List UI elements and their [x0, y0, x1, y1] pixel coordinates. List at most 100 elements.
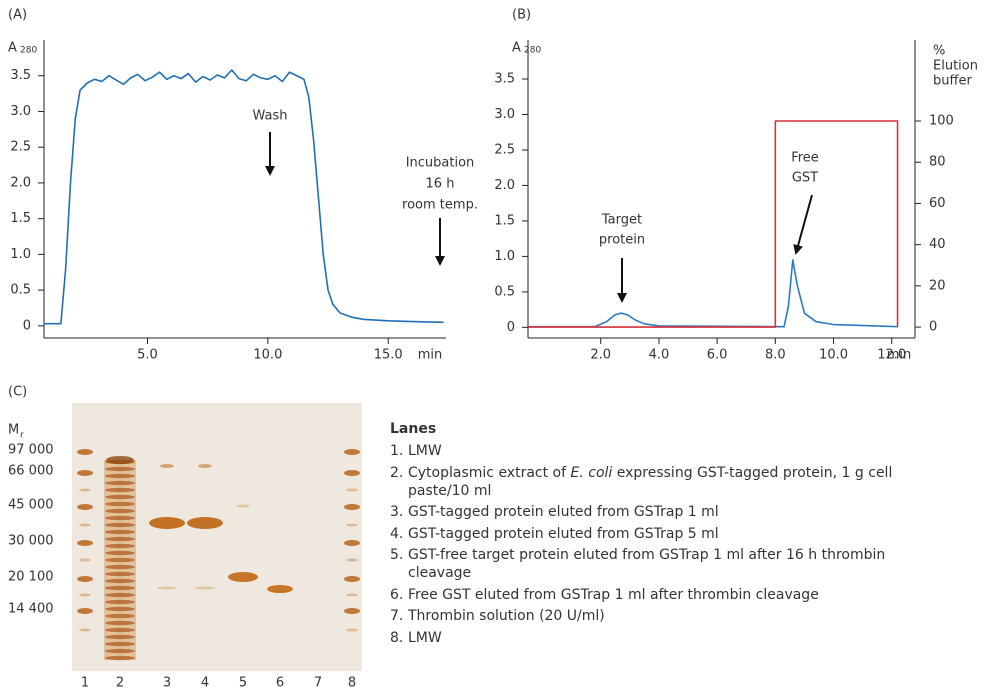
mr-marker: 14 400 — [8, 602, 54, 617]
gel-band — [79, 523, 91, 527]
lane-text-part: GST-tagged protein eluted from GSTrap 5 … — [408, 525, 719, 542]
gel-band — [105, 641, 135, 647]
gel-band — [346, 523, 358, 527]
y-tick-label: 0 — [23, 318, 31, 333]
gel-band — [105, 578, 135, 584]
gel-band — [105, 515, 135, 521]
gel-band — [346, 628, 358, 632]
x-tick-label: 8.0 — [765, 348, 786, 363]
gel-band — [346, 593, 358, 597]
lane-text: LMW — [408, 629, 908, 647]
lane-text-part: LMW — [408, 629, 442, 646]
x-axis-label: min — [887, 348, 912, 363]
gel-band — [105, 508, 135, 514]
annotation: Incubation — [406, 156, 475, 171]
lane-text-part: expressing GST-tagged protein, 1 g cell … — [408, 464, 893, 499]
y-tick-label: 0.5 — [494, 284, 515, 299]
gel-band — [160, 464, 174, 468]
gel-band — [105, 543, 135, 549]
gel-band — [149, 517, 185, 529]
lane-text: Free GST eluted from GSTrap 1 ml after t… — [408, 586, 908, 604]
y-tick-label: 3.5 — [494, 72, 515, 87]
annotation: Free — [791, 151, 819, 166]
x-tick-label: 15.0 — [374, 348, 403, 363]
gel-band — [105, 648, 135, 654]
gel-band — [105, 494, 135, 500]
gel-band — [105, 613, 135, 619]
gel-band — [346, 488, 358, 492]
gel-band — [105, 522, 135, 528]
lane-text: GST-tagged protein eluted from GSTrap 5 … — [408, 525, 908, 543]
gel-band — [105, 585, 135, 591]
y-tick-label: 2.0 — [10, 175, 31, 190]
gel-band — [105, 606, 135, 612]
gel-band — [267, 585, 293, 593]
gel-band — [198, 464, 212, 468]
y-tick-label: 1.5 — [10, 211, 31, 226]
annotation: Wash — [252, 109, 287, 124]
gel-band — [105, 655, 135, 661]
lane-item: 2. Cytoplasmic extract of E. coli express… — [390, 464, 950, 500]
gel-band — [344, 504, 360, 510]
gel-band — [105, 529, 135, 535]
lane-text-part: E. coli — [570, 464, 613, 481]
data-line — [528, 259, 898, 328]
gel-band — [346, 558, 358, 562]
gel-band — [344, 470, 360, 476]
gel-band — [228, 572, 258, 582]
data-line — [528, 120, 899, 328]
lane-item: 8. LMW — [390, 629, 950, 647]
mr-marker: 30 000 — [8, 534, 54, 549]
gel-band — [195, 586, 215, 590]
gel-band — [79, 488, 91, 492]
y2-tick-label: 80 — [929, 155, 946, 170]
lane-number: 3 — [163, 676, 171, 689]
y-axis-label-sub: 280 — [524, 46, 541, 56]
gel-bands — [77, 449, 360, 661]
mr-marker: 66 000 — [8, 464, 54, 479]
y-tick-label: 2.5 — [494, 142, 515, 157]
lane-text-part: GST-free target protein eluted from GSTr… — [408, 547, 886, 581]
gel-band — [105, 599, 135, 605]
lanes-title: Lanes — [390, 421, 437, 437]
gel-band — [79, 628, 91, 632]
y2-tick-label: 0 — [929, 320, 937, 335]
x-tick-label: 6.0 — [707, 348, 728, 363]
mr-marker: 45 000 — [8, 498, 54, 513]
gel-band — [77, 576, 93, 582]
annotation: room temp. — [402, 198, 478, 213]
y-tick-label: 3.5 — [10, 68, 31, 83]
lane-text: GST-tagged protein eluted from GSTrap 1 … — [408, 503, 908, 521]
lane-item: 4. GST-tagged protein eluted from GSTrap … — [390, 525, 950, 543]
annotation: GST — [792, 171, 818, 186]
arrow — [793, 194, 813, 255]
lane-text: Thrombin solution (20 U/ml) — [408, 607, 908, 625]
lane-text-part: Free GST eluted from GSTrap 1 ml after t… — [408, 586, 819, 603]
annotation: protein — [599, 233, 645, 248]
data-line — [44, 69, 444, 325]
y-tick-label: 0 — [507, 320, 515, 335]
gel-band — [105, 487, 135, 493]
annotation: Target — [601, 213, 642, 228]
y2-tick-label: 100 — [929, 113, 954, 128]
y-tick-label: 3.0 — [10, 104, 31, 119]
panel-label: (B) — [512, 8, 531, 23]
lane-number: 1. — [390, 443, 404, 459]
gel-band — [105, 466, 135, 472]
x-tick-label: 2.0 — [590, 348, 611, 363]
mr-label: M — [8, 423, 19, 438]
y-tick-label: 2.0 — [494, 178, 515, 193]
lane-text: LMW — [408, 442, 908, 460]
lane-number: 2 — [116, 676, 124, 689]
lane-item: 1. LMW — [390, 442, 950, 460]
y-axis-label: A — [512, 41, 521, 56]
lane-number: 1 — [81, 676, 89, 689]
gel-band — [105, 592, 135, 598]
lane-text-part: GST-tagged protein eluted from GSTrap 1 … — [408, 504, 719, 520]
lane-text-part: LMW — [408, 443, 442, 459]
gel-band — [77, 449, 93, 455]
y2-axis-label: Elution — [933, 59, 978, 74]
lane-number: 4. — [390, 525, 404, 542]
y-axis-label: A — [8, 41, 17, 56]
